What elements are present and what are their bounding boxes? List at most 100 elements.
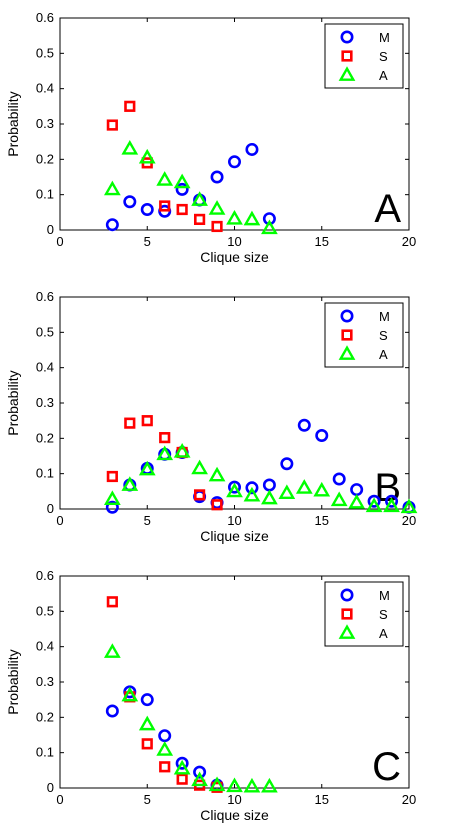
data-point-m <box>105 500 119 514</box>
data-point-m <box>262 478 276 492</box>
data-point-a <box>261 489 278 505</box>
data-point-a <box>348 493 366 509</box>
data-point-m <box>210 170 224 184</box>
data-point-a <box>138 715 156 731</box>
x-tick-label: 5 <box>144 792 151 807</box>
y-tick-label: 0.4 <box>36 639 54 654</box>
data-point-a <box>156 445 174 461</box>
y-tick-label: 0.6 <box>36 10 54 25</box>
legend-label: A <box>379 347 388 362</box>
x-tick-label: 10 <box>227 513 241 528</box>
data-point-a <box>313 481 331 497</box>
data-point-m <box>367 494 381 508</box>
data-point-a <box>191 459 208 475</box>
y-tick-label: 0.1 <box>36 745 54 760</box>
x-axis-label: Clique size <box>200 807 269 823</box>
y-tick-label: 0.3 <box>36 116 54 131</box>
data-point-a <box>243 777 261 793</box>
data-point-s <box>176 203 188 216</box>
chart-panel-a: 0 5 10 15 20 0 0.1 0.2 0.3 0.4 0.5 0.6 Clique size Pr… <box>5 10 416 265</box>
legend-marker-s <box>341 50 353 62</box>
data-point-a <box>173 759 191 775</box>
legend-label: M <box>379 309 390 324</box>
legend-label: S <box>379 49 388 64</box>
data-point-a <box>261 219 278 235</box>
data-point-a <box>208 776 226 792</box>
data-point-s <box>159 200 171 212</box>
data-point-s <box>141 415 153 427</box>
data-point-s <box>106 119 118 131</box>
y-tick-label: 0.5 <box>36 603 54 618</box>
data-point-a <box>365 497 383 513</box>
y-tick-label: 0.4 <box>36 81 54 96</box>
x-tick-label: 15 <box>315 792 329 807</box>
data-point-m <box>105 218 119 232</box>
data-point-m <box>175 182 189 196</box>
data-point-s <box>176 773 188 785</box>
data-point-a <box>261 777 278 793</box>
data-point-s <box>211 220 223 233</box>
data-point-m <box>175 756 189 770</box>
series-s <box>106 596 223 793</box>
data-point-a <box>226 209 243 225</box>
x-tick-label: 10 <box>227 792 241 807</box>
x-tick-label: 20 <box>402 792 416 807</box>
data-point-a <box>208 200 226 215</box>
y-axis-label: Probability <box>5 91 21 156</box>
chart-panel-b: 0 5 10 15 20 0 0.1 0.2 0.3 0.4 0.5 0.6 Clique size Pr… <box>5 289 418 544</box>
data-point-a <box>191 191 208 206</box>
x-axis-label: Clique size <box>200 249 269 265</box>
series-a <box>103 443 418 514</box>
data-point-a <box>208 466 226 482</box>
legend-label: A <box>379 68 388 83</box>
data-point-a <box>383 497 400 513</box>
y-tick-label: 0 <box>47 501 54 516</box>
data-point-m <box>228 480 242 494</box>
x-tick-label: 5 <box>144 513 151 528</box>
data-point-a <box>121 686 139 702</box>
y-tick-label: 0.6 <box>36 289 54 304</box>
data-point-m <box>228 155 242 169</box>
data-point-s <box>124 417 136 429</box>
x-tick-label: 15 <box>315 513 329 528</box>
data-point-s <box>194 213 206 226</box>
data-point-s <box>124 100 136 112</box>
y-tick-label: 0.5 <box>36 324 54 339</box>
y-tick-label: 0.2 <box>36 151 54 166</box>
data-point-a <box>121 140 139 155</box>
x-tick-label: 10 <box>227 234 241 249</box>
data-point-m <box>280 457 294 471</box>
x-tick-label: 0 <box>56 792 63 807</box>
data-point-a <box>400 498 418 514</box>
data-point-a <box>191 771 208 787</box>
y-tick-label: 0.3 <box>36 395 54 410</box>
y-tick-label: 0.5 <box>36 45 54 60</box>
data-point-m <box>123 195 137 209</box>
data-point-m <box>385 494 399 508</box>
chart-panel-c: 0 5 10 15 20 0 0.1 0.2 0.3 0.4 0.5 0.6 Clique size Pr… <box>5 568 416 823</box>
x-tick-label: 20 <box>402 513 416 528</box>
data-point-a <box>173 443 191 458</box>
series-a <box>103 643 278 793</box>
data-point-s <box>159 432 171 444</box>
data-point-m <box>350 483 364 497</box>
data-point-s <box>106 470 118 483</box>
legend-label: S <box>379 607 388 622</box>
panel-label: A <box>374 187 401 231</box>
y-tick-label: 0.2 <box>36 430 54 445</box>
legend-marker-m <box>340 30 354 44</box>
x-tick-label: 20 <box>402 234 416 249</box>
legend-marker-s <box>341 608 353 620</box>
data-point-a <box>278 484 296 500</box>
data-point-a <box>243 210 261 226</box>
data-point-a <box>156 741 174 756</box>
series-m <box>105 418 416 514</box>
data-point-m <box>193 765 207 779</box>
data-point-m <box>315 429 329 443</box>
legend-box <box>324 23 404 89</box>
legend-label: M <box>379 588 390 603</box>
data-point-s <box>194 489 206 501</box>
data-point-m <box>105 704 119 718</box>
y-tick-label: 0.4 <box>36 360 54 375</box>
